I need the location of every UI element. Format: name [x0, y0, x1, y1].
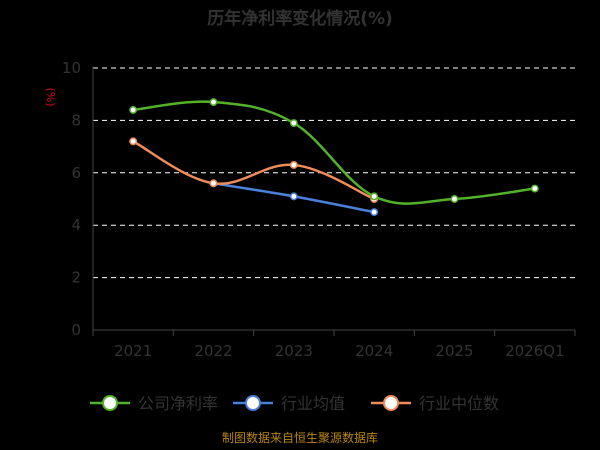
data-point — [370, 192, 379, 201]
series-lines — [129, 98, 539, 217]
data-point — [370, 208, 379, 217]
series-3 — [129, 137, 379, 203]
data-point — [129, 137, 138, 146]
legend-marker — [102, 395, 118, 411]
y-tick-label: 10 — [62, 59, 81, 77]
data-point — [450, 195, 459, 203]
legend-marker — [383, 395, 399, 411]
legend-marker — [245, 395, 261, 411]
data-source-note: 制图数据来自恒生聚源数据库 — [222, 430, 378, 445]
data-point — [289, 119, 298, 127]
series-2 — [209, 179, 379, 217]
grid-lines — [93, 67, 575, 279]
legend-item-1[interactable]: 公司净利率 — [90, 394, 218, 413]
y-tick-label: 2 — [71, 269, 81, 287]
series-line — [133, 100, 535, 205]
y-tick-label: 4 — [71, 216, 81, 234]
legend-item-2[interactable]: 行业均值 — [233, 394, 345, 413]
y-tick-label: 6 — [71, 164, 81, 182]
data-point — [530, 184, 539, 193]
y-axis-unit-label: (%) — [44, 87, 57, 106]
x-tick-label: 2021 — [114, 342, 152, 360]
legend-label: 公司净利率 — [138, 394, 218, 413]
x-tick-label: 2022 — [194, 342, 232, 360]
legend-label: 行业中位数 — [419, 394, 499, 413]
series-line — [132, 140, 375, 201]
data-point — [129, 105, 138, 114]
series-1 — [129, 98, 539, 205]
x-tick-label: 2025 — [435, 342, 473, 360]
data-point — [209, 179, 218, 188]
chart-title: 历年净利率变化情况(%) — [207, 8, 393, 29]
x-tick-label: 2026Q1 — [505, 342, 565, 360]
y-tick-label: 0 — [71, 321, 81, 339]
y-tick-label: 8 — [71, 111, 81, 129]
x-tick-label: 2024 — [355, 342, 393, 360]
data-point — [289, 192, 298, 201]
legend: 公司净利率 行业均值 行业中位数 — [90, 394, 499, 413]
legend-item-3[interactable]: 行业中位数 — [371, 394, 499, 413]
x-tick-label: 2023 — [275, 342, 313, 360]
axes: 0 2 4 6 8 10 2021 2022 2023 2024 2025 2026Q1 — [62, 59, 576, 360]
data-point — [209, 98, 218, 107]
legend-label: 行业均值 — [281, 394, 345, 413]
data-point — [289, 160, 298, 169]
